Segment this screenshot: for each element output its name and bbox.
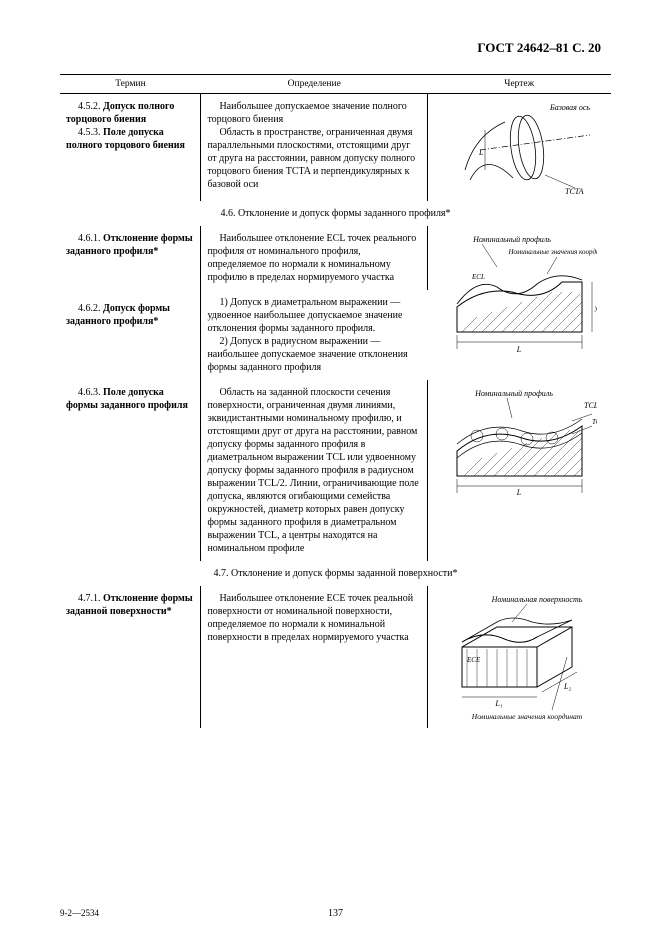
svg-text:TCL/2: TCL/2	[592, 418, 597, 426]
svg-text:ECE: ECE	[466, 656, 481, 664]
definition-text: Область в пространстве, ограниченная дву…	[207, 126, 421, 191]
table-row: 4.5.2. Допуск полного торцового биения 4…	[60, 94, 611, 202]
clause-number: 4.7.1.	[78, 593, 103, 604]
svg-text:Номинальный профиль: Номинальный профиль	[474, 389, 553, 398]
svg-text:L: L	[516, 488, 522, 496]
drawing-surface-icon: Номинальная поверхность	[442, 592, 597, 722]
svg-text:Номинальные значения координат: Номинальные значения координат	[507, 248, 597, 256]
svg-text:L₂: L₂	[563, 682, 571, 691]
svg-text:L₁: L₁	[494, 699, 502, 708]
table-row: 4.6.3. Поле допуска формы заданного проф…	[60, 380, 611, 561]
svg-text:y: y	[594, 304, 597, 312]
svg-text:Базовая ось: Базовая ось	[549, 103, 590, 112]
clause-number: 4.6.1.	[78, 233, 103, 244]
definition-text: Область на заданной плоскости сечения по…	[207, 386, 421, 555]
drawing-tolerance-field-icon: Номинальный профиль	[442, 386, 597, 496]
svg-text:Номинальные значения координат: Номинальные значения координат	[471, 712, 583, 721]
svg-text:TCL: TCL	[584, 401, 597, 410]
svg-text:L: L	[516, 345, 522, 354]
svg-text:L: L	[478, 148, 484, 157]
svg-text:ECL: ECL	[471, 273, 485, 281]
page-footer: 9-2—2534 137	[60, 908, 611, 918]
clause-number: 4.5.3.	[78, 127, 103, 138]
col-header-term: Термин	[60, 75, 201, 94]
document-header: ГОСТ 24642–81 С. 20	[60, 40, 611, 56]
clause-number: 4.6.2.	[78, 303, 103, 314]
col-header-drawing: Чертеж	[428, 75, 612, 94]
section-title: 4.6. Отклонение и допуск формы заданного…	[60, 201, 611, 226]
table-row: 4.7.1. Отклонение формы заданной поверхн…	[60, 586, 611, 728]
definition-text: Наибольшее допускаемое значение полного …	[207, 100, 421, 126]
drawing-profile-icon: Номинальный профиль Номинальные значения…	[442, 232, 597, 357]
definitions-table: Термин Определение Чертеж 4.5.2. Допуск …	[60, 74, 611, 728]
footer-left: 9-2—2534	[60, 908, 99, 918]
svg-text:TCTA: TCTA	[565, 187, 584, 195]
section-header-row: 4.7. Отклонение и допуск формы заданной …	[60, 561, 611, 586]
drawing-runout-icon: Базовая ось L TCTA	[445, 100, 595, 195]
col-header-definition: Определение	[201, 75, 428, 94]
clause-number: 4.5.2.	[78, 101, 103, 112]
page-number: 137	[328, 908, 343, 919]
definition-text: Наибольшее отклонение ECL точек реальног…	[207, 232, 421, 284]
table-row: 4.6.1. Отклонение формы заданного профил…	[60, 226, 611, 290]
clause-number: 4.6.3.	[78, 387, 103, 398]
svg-text:Номинальная поверхность: Номинальная поверхность	[491, 595, 583, 604]
section-header-row: 4.6. Отклонение и допуск формы заданного…	[60, 201, 611, 226]
definition-text: 1) Допуск в диаметральном выражении — уд…	[207, 296, 421, 335]
svg-text:Номинальный профиль: Номинальный профиль	[472, 235, 551, 244]
definition-text: Наибольшее отклонение ECE точек реальной…	[207, 592, 421, 644]
definition-text: 2) Допуск в радиусном выражении — наибол…	[207, 335, 421, 374]
section-title: 4.7. Отклонение и допуск формы заданной …	[60, 561, 611, 586]
